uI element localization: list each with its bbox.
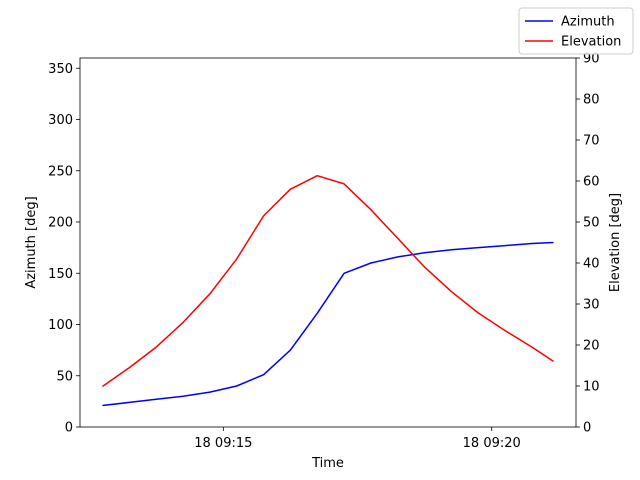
plot-frame xyxy=(79,57,577,428)
x-tick-label: 18 09:15 xyxy=(194,436,252,451)
y-left-tick-label: 150 xyxy=(48,267,73,282)
axes-layer: 0 50 100 150 200 250 300 350 0 10 20 30 40 50 60 70 80 90… xyxy=(24,52,623,472)
series-line-azimuth xyxy=(102,241,554,407)
y-left-tick-label: 200 xyxy=(48,216,73,231)
series-line-elevation xyxy=(102,174,554,388)
x-tick-label: 18 09:20 xyxy=(463,436,521,451)
y-right-tick-label: 0 xyxy=(583,421,591,436)
frame-layer xyxy=(79,57,577,428)
y-left-tick-label: 300 xyxy=(48,113,73,128)
y-right-tick-label: 80 xyxy=(583,93,600,108)
series-layer xyxy=(102,174,554,407)
y-right-tick-label: 30 xyxy=(583,298,600,313)
y-left-tick-label: 100 xyxy=(48,318,73,333)
y-left-tick-label: 50 xyxy=(56,369,73,384)
y-left-axis-label: Azimuth [deg] xyxy=(24,196,39,288)
y-left-tick-label: 350 xyxy=(48,62,73,77)
legend-box xyxy=(518,7,634,55)
y-right-tick-label: 70 xyxy=(583,134,600,149)
y-right-tick-label: 20 xyxy=(583,339,600,354)
legend-label-elevation: Elevation xyxy=(561,35,621,50)
legend: Azimuth Elevation xyxy=(518,7,634,55)
y-right-axis-label: Elevation [deg] xyxy=(608,193,623,292)
y-left-tick-label: 250 xyxy=(48,164,73,179)
y-left-tick-label: 0 xyxy=(65,421,73,436)
y-right-tick-label: 60 xyxy=(583,175,600,190)
x-axis-label: Time xyxy=(311,456,344,471)
y-right-tick-label: 10 xyxy=(583,380,600,395)
y-right-tick-label: 50 xyxy=(583,216,600,231)
y-right-tick-label: 90 xyxy=(583,52,600,67)
y-right-tick-label: 40 xyxy=(583,257,600,272)
legend-label-azimuth: Azimuth xyxy=(561,15,615,30)
